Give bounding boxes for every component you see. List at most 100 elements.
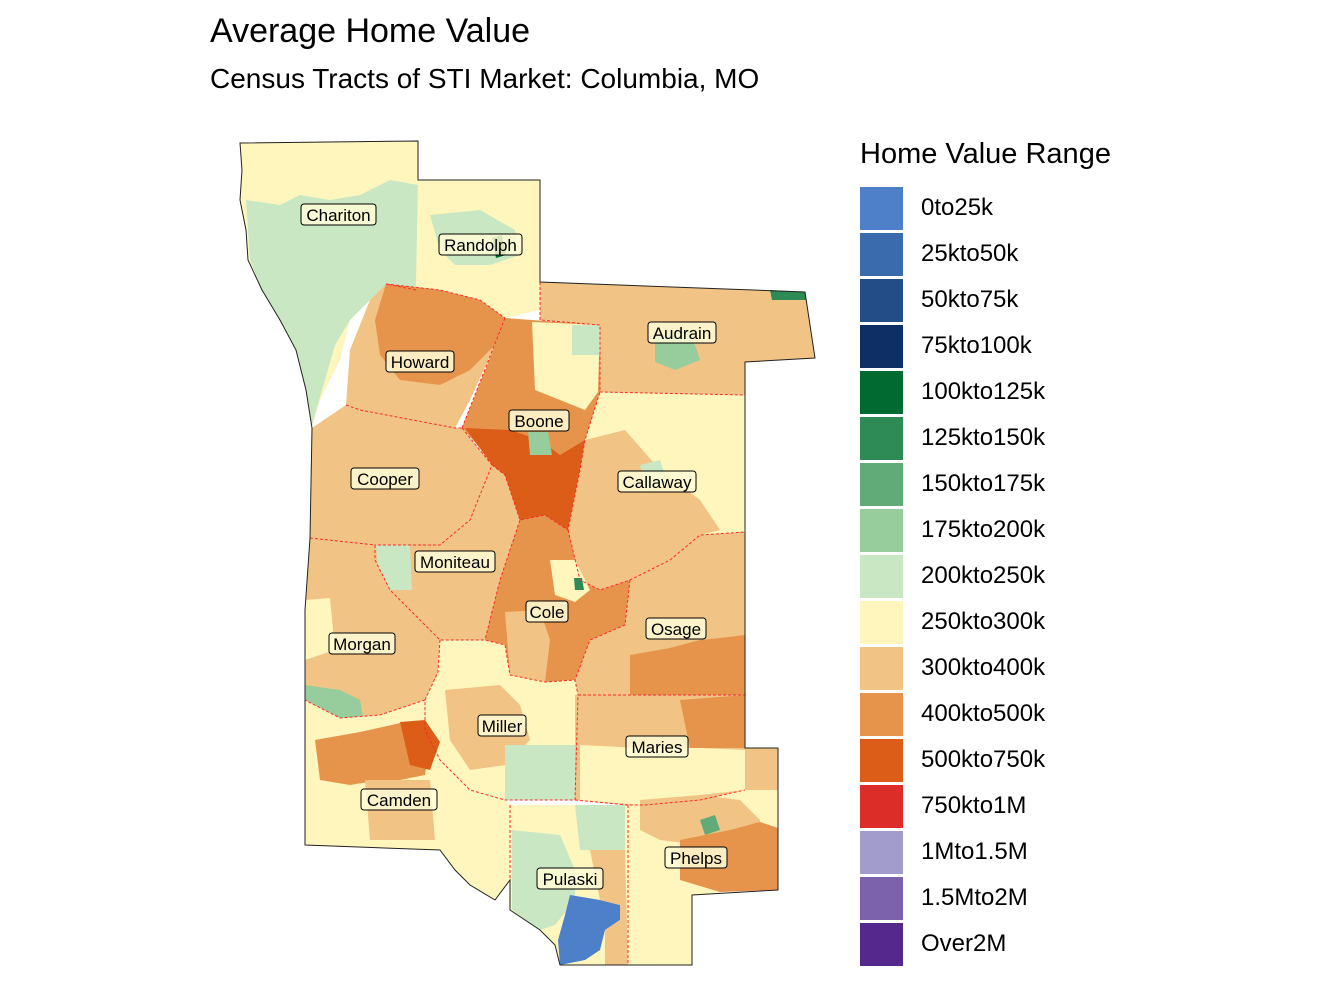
legend-item: 250kto300k [860,599,1111,645]
county-label-randolph: Randolph [438,233,523,256]
maries-tract-orange [680,695,745,748]
county-name: Phelps [670,849,722,868]
legend-swatch [860,462,903,506]
cole-tract-green [574,578,584,590]
legend-item: Over2M [860,921,1111,967]
county-name: Morgan [333,635,391,654]
legend-label: 200kto250k [921,562,1046,589]
legend-label: 1Mto1.5M [921,838,1028,865]
boone-center-tract [528,432,552,455]
legend-item: 300kto400k [860,645,1111,691]
legend: Home Value Range 0to25k 25kto50k 50kto75k 7… [860,138,1111,967]
legend-label: Over2M [921,930,1007,957]
legend-swatch [860,554,903,598]
legend-label: 125kto150k [921,424,1046,451]
choropleth-map: Chariton Randolph Audrain Howard Boone C… [239,140,816,966]
county-label-callaway: Callaway [617,470,697,493]
miller-tract-green [505,745,575,800]
county-label-cole: Cole [525,600,569,623]
legend-swatch [860,416,903,460]
legend-item: 75kto100k [860,323,1111,369]
maries-tract-yellow [580,745,745,805]
county-name: Audrain [653,324,712,343]
county-name: Cole [530,603,565,622]
legend-label: 500kto750k [921,746,1046,773]
legend-swatch [860,830,903,874]
legend-label: 50kto75k [921,286,1019,313]
legend-label: 100kto125k [921,378,1046,405]
county-name: Camden [367,791,431,810]
county-name: Pulaski [543,870,598,889]
boone-tract-dark [465,428,585,530]
legend-swatch [860,278,903,322]
county-name: Chariton [306,206,370,225]
county-label-chariton: Chariton [300,203,377,226]
county-name: Howard [391,353,450,372]
county-label-howard: Howard [385,350,455,373]
legend-swatch [860,692,903,736]
county-label-pulaski: Pulaski [536,867,604,890]
county-labels: Chariton Randolph Audrain Howard Boone C… [300,203,728,890]
legend-swatch [860,232,903,276]
legend-item: 25kto50k [860,231,1111,277]
region-outline [239,140,816,966]
legend-swatch [860,324,903,368]
audrain-ne-tract [770,290,806,300]
legend-item: 200kto250k [860,553,1111,599]
county-morgan [305,538,440,718]
map-title: Average Home Value [210,12,531,50]
legend-swatch [860,600,903,644]
map-subtitle: Census Tracts of STI Market: Columbia, M… [210,63,760,94]
county-label-osage: Osage [645,617,707,640]
cole-tract-light [505,610,550,682]
legend-label: 750kto1M [921,792,1027,819]
legend-swatch [860,370,903,414]
county-label-miller: Miller [477,714,527,737]
county-name: Cooper [357,470,413,489]
county-label-cooper: Cooper [350,467,420,490]
county-name: Boone [514,412,563,431]
legend-label: 0to25k [921,194,994,221]
legend-item: 175kto200k [860,507,1111,553]
legend-swatch [860,186,903,230]
county-label-audrain: Audrain [647,321,717,344]
cole-tract-yellow [550,560,590,602]
pulaski-tract-green2 [575,805,625,850]
osage-tract [630,635,745,695]
county-label-camden: Camden [360,788,438,811]
camden-tract-dark [400,720,440,770]
county-label-morgan: Morgan [328,632,396,655]
camden-tract [315,722,430,785]
county-name: Randolph [444,236,517,255]
legend-item: 0to25k [860,185,1111,231]
phelps-tract-green [700,815,720,835]
legend-item: 50kto75k [860,277,1111,323]
legend-swatch [860,508,903,552]
county-label-maries: Maries [625,735,689,758]
legend-item: 150kto175k [860,461,1111,507]
legend-swatch [860,876,903,920]
boone-tract-green [572,325,600,355]
chariton-tract [246,180,418,425]
county-label-phelps: Phelps [664,846,728,869]
legend-label: 150kto175k [921,470,1046,497]
legend-label: 75kto100k [921,332,1032,359]
legend-item: 400kto500k [860,691,1111,737]
legend-title: Home Value Range [860,138,1111,170]
legend-item: 125kto150k [860,415,1111,461]
phelps-tract-orange [680,822,778,892]
county-name: Miller [482,717,523,736]
legend-item: 1Mto1.5M [860,829,1111,875]
legend-label: 400kto500k [921,700,1046,727]
moniteau-tract-green [376,545,412,590]
county-name: Osage [651,620,701,639]
morgan-tract-yellow [305,598,335,660]
legend-item: 100kto125k [860,369,1111,415]
pulaski-tract-blue [558,895,620,965]
county-label-boone: Boone [508,409,570,432]
legend-swatch [860,646,903,690]
legend-label: 1.5Mto2M [921,884,1028,911]
legend-label: 250kto300k [921,608,1046,635]
county-name: Moniteau [420,553,490,572]
legend-label: 175kto200k [921,516,1046,543]
